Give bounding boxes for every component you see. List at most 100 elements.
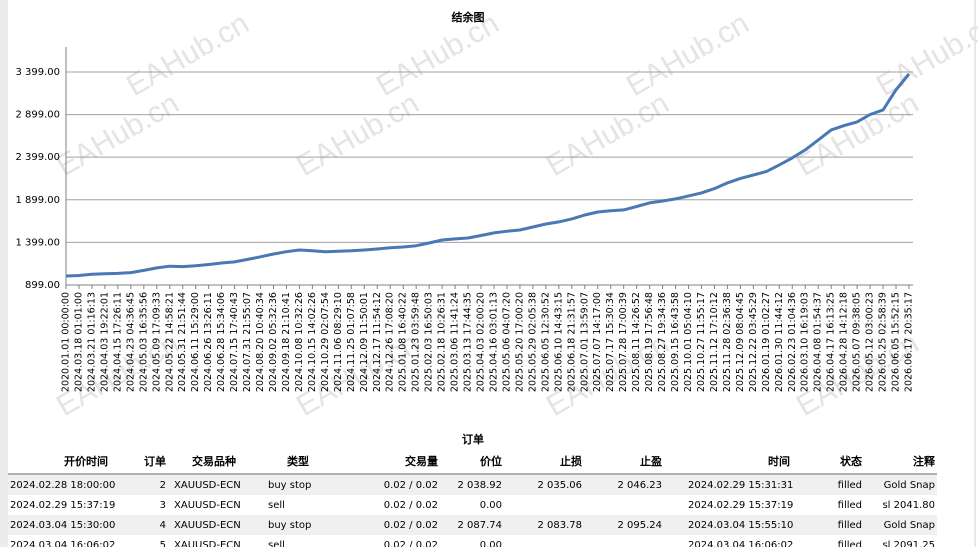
x-tick-label: 2024.08.20 10:40:34 bbox=[255, 292, 266, 392]
x-tick-label: 2024.06.28 15:34:06 bbox=[216, 292, 227, 392]
table-cell: 4 bbox=[160, 520, 166, 531]
x-tick-label: 2024.05.09 17:09:33 bbox=[151, 292, 162, 392]
y-tick-label: 1 399.00 bbox=[15, 237, 60, 248]
table-cell: filled bbox=[838, 480, 862, 491]
table-header: 状态 bbox=[840, 454, 862, 468]
x-tick-label: 2025.07.01 13:59:07 bbox=[579, 292, 590, 392]
table-header: 时间 bbox=[768, 454, 790, 468]
chart-title: 结余图 bbox=[451, 10, 485, 24]
x-tick-label: 2025.10.27 11:55:17 bbox=[696, 292, 707, 392]
x-tick-label: 2026.05.07 09:38:05 bbox=[852, 292, 863, 392]
table-cell: 2024.03.04 16:06:02 bbox=[688, 540, 793, 547]
x-tick-label: 2025.09.15 16:43:58 bbox=[670, 292, 681, 392]
table-header: 交易品种 bbox=[192, 454, 236, 468]
table-cell: 2024.03.04 15:55:10 bbox=[688, 520, 793, 531]
table-cell: 0.02 / 0.02 bbox=[384, 480, 438, 491]
y-tick-label: 899.00 bbox=[25, 280, 60, 291]
x-tick-label: 2024.04.23 04:36:45 bbox=[125, 292, 136, 392]
table-header: 订单 bbox=[144, 454, 166, 468]
table-cell: XAUUSD-ECN bbox=[174, 540, 241, 547]
x-tick-label: 2025.08.27 19:34:36 bbox=[657, 292, 668, 392]
x-tick-label: 2025.08.11 14:26:52 bbox=[631, 292, 642, 392]
x-tick-label: 2025.02.18 10:26:31 bbox=[437, 292, 448, 392]
x-tick-label: 2025.08.19 17:56:48 bbox=[644, 292, 655, 392]
table-cell: XAUUSD-ECN bbox=[174, 500, 241, 511]
x-tick-label: 2025.04.16 03:01:13 bbox=[488, 292, 499, 392]
table-cell: 2 035.06 bbox=[537, 480, 582, 491]
x-tick-label: 2026.04.08 01:54:37 bbox=[813, 292, 824, 392]
table-cell: Gold Snap bbox=[884, 520, 935, 531]
x-tick-label: 2024.04.03 19:22:01 bbox=[99, 292, 110, 392]
x-tick-label: 2026.06.05 15:52:15 bbox=[891, 292, 902, 392]
x-tick-label: 2020.01.01 00:00:00 bbox=[61, 292, 72, 392]
watermark: EAHub.cn bbox=[121, 7, 254, 103]
x-tick-label: 2024.07.15 17:40:43 bbox=[229, 292, 240, 392]
x-tick-label: 2025.01.23 03:59:48 bbox=[411, 292, 422, 392]
x-tick-label: 2024.09.18 21:10:41 bbox=[281, 292, 292, 392]
y-tick-label: 3 399.00 bbox=[15, 67, 60, 78]
x-tick-label: 2025.12.09 08:04:45 bbox=[735, 292, 746, 392]
x-tick-label: 2024.05.03 16:35:56 bbox=[138, 292, 149, 392]
y-tick-label: 2 399.00 bbox=[15, 152, 60, 163]
table-cell: buy stop bbox=[268, 520, 311, 531]
x-tick-label: 2025.03.13 17:44:35 bbox=[463, 292, 474, 392]
table-cell: 2024.02.28 18:00:00 bbox=[10, 480, 115, 491]
watermark: EAHub.cn bbox=[541, 87, 674, 183]
table-cell: 0.00 bbox=[480, 500, 502, 511]
x-tick-label: 2024.10.15 14:02:26 bbox=[307, 292, 318, 392]
table-cell: 2024.03.04 15:30:00 bbox=[10, 520, 115, 531]
x-tick-label: 2025.06.05 12:30:52 bbox=[540, 292, 551, 392]
watermark: EAHub.cn bbox=[621, 7, 754, 103]
table-cell: 2024.02.29 15:31:31 bbox=[688, 480, 793, 491]
y-tick-label: 1 899.00 bbox=[15, 195, 60, 206]
x-tick-label: 2025.05.06 04:07:20 bbox=[501, 292, 512, 392]
table-cell: 2 087.74 bbox=[457, 520, 502, 531]
table-header: 开价时间 bbox=[64, 454, 108, 468]
table-cell: 0.02 / 0.02 bbox=[384, 540, 438, 547]
x-tick-label: 2025.05.20 17:00:20 bbox=[514, 292, 525, 392]
watermark: EAHub.cn bbox=[291, 87, 424, 183]
watermark: EAHub.cn bbox=[791, 87, 924, 183]
table-cell: 2 038.92 bbox=[457, 480, 502, 491]
table-cell: sl 2041.80 bbox=[882, 500, 935, 511]
table-title: 订单 bbox=[462, 432, 484, 446]
x-tick-label: 2026.02.23 01:04:36 bbox=[787, 292, 798, 392]
table-cell: 5 bbox=[160, 540, 166, 547]
x-tick-label: 2024.03.18 01:01:00 bbox=[73, 292, 84, 392]
x-tick-label: 2026.05.25 02:58:39 bbox=[878, 292, 889, 392]
y-tick-label: 2 899.00 bbox=[15, 110, 60, 121]
row-band bbox=[8, 475, 937, 495]
x-tick-label: 2025.07.28 17:00:39 bbox=[618, 292, 629, 392]
x-tick-label: 2025.06.18 21:31:57 bbox=[566, 292, 577, 392]
table-cell: 0.02 / 0.02 bbox=[384, 500, 438, 511]
table-header: 交易量 bbox=[405, 454, 438, 468]
table-header: 止盈 bbox=[640, 454, 662, 468]
table-cell: 2024.02.29 15:37:19 bbox=[688, 500, 793, 511]
row-band bbox=[8, 515, 937, 535]
table-cell: sl 2091.25 bbox=[882, 540, 935, 547]
x-tick-label: 2025.04.03 02:00:20 bbox=[476, 292, 487, 392]
table-cell: buy stop bbox=[268, 480, 311, 491]
x-tick-label: 2026.01.19 01:02:27 bbox=[761, 292, 772, 392]
balance-line bbox=[65, 73, 911, 278]
x-tick-label: 2025.11.28 02:36:38 bbox=[722, 292, 733, 392]
table-cell: filled bbox=[838, 500, 862, 511]
table-cell: 2024.02.29 15:37:19 bbox=[10, 500, 115, 511]
x-tick-label: 2026.04.17 16:13:25 bbox=[826, 292, 837, 392]
table-cell: 2 bbox=[160, 480, 166, 491]
x-tick-label: 2026.03.10 16:19:03 bbox=[800, 292, 811, 392]
x-tick-label: 2025.07.07 14:17:00 bbox=[592, 292, 603, 392]
table-cell: 2 095.24 bbox=[617, 520, 662, 531]
watermark: EAHub.cn bbox=[51, 87, 184, 183]
x-tick-label: 2024.06.26 13:26:11 bbox=[203, 292, 214, 392]
x-tick-label: 2024.11.06 08:29:10 bbox=[333, 292, 344, 392]
x-tick-label: 2024.05.22 14:58:21 bbox=[164, 292, 175, 392]
table-cell: 3 bbox=[160, 500, 166, 511]
x-tick-label: 2025.03.06 11:41:24 bbox=[450, 292, 461, 392]
table-cell: filled bbox=[838, 540, 862, 547]
x-tick-label: 2024.07.31 21:55:07 bbox=[242, 292, 253, 392]
x-tick-label: 2024.05.31 21:51:44 bbox=[177, 292, 188, 392]
x-tick-label: 2024.04.15 17:26:11 bbox=[112, 292, 123, 392]
x-tick-label: 2025.12.22 03:45:29 bbox=[748, 292, 759, 392]
